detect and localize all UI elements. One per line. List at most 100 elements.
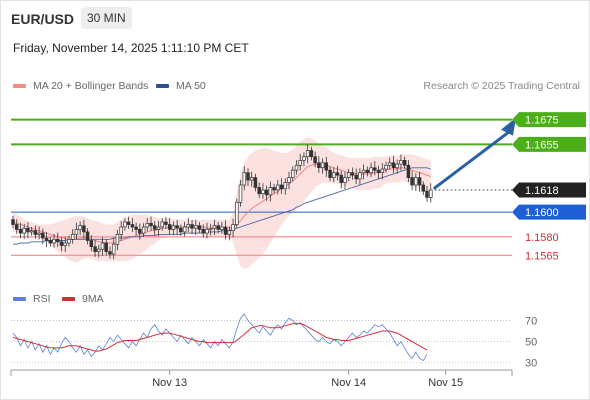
candle-body-down — [253, 177, 258, 188]
candle-body-down — [417, 177, 422, 186]
candle — [212, 219, 217, 235]
candle — [387, 157, 392, 170]
candle-body-down — [59, 241, 64, 246]
candle-body-down — [216, 225, 220, 230]
candle — [179, 224, 183, 236]
candle-body-down — [164, 221, 168, 225]
candle-body-down — [108, 251, 112, 255]
chart-header: EUR/USD 30 MIN — [0, 0, 590, 36]
candle — [343, 171, 347, 190]
candle — [78, 221, 82, 236]
time-axis-label: Nov 15 — [428, 377, 463, 389]
candle-body-down — [339, 174, 343, 183]
candle-body-up — [399, 160, 403, 165]
candle — [358, 168, 362, 185]
candle — [291, 166, 295, 182]
candle — [93, 240, 97, 257]
candle-body-down — [421, 184, 426, 192]
candle-body-up — [97, 248, 101, 253]
rsi-tick-label: 30 — [525, 358, 537, 370]
candle-body-up — [22, 227, 26, 234]
candle-body-up — [231, 224, 235, 232]
candle-body-down — [313, 156, 317, 164]
level-tag-text: 1.1565 — [525, 250, 559, 262]
candle-body-up — [387, 162, 392, 166]
candle-body-up — [298, 160, 302, 166]
candle — [152, 221, 157, 236]
candle-body-down — [179, 227, 183, 233]
candle — [85, 228, 90, 245]
price-levels — [11, 118, 512, 257]
candle-body-down — [89, 240, 94, 248]
candle-body-up — [287, 177, 291, 183]
candle — [126, 216, 131, 229]
candle — [264, 185, 269, 201]
candle-body-up — [302, 156, 306, 161]
candle-body-down — [41, 232, 45, 239]
candle — [41, 228, 45, 244]
candle-body-up — [369, 167, 373, 174]
candle-body-up — [29, 230, 34, 233]
candle-body-down — [138, 229, 142, 234]
timeframe-button[interactable]: 30 MIN — [81, 7, 132, 29]
candle — [339, 170, 343, 189]
candle — [376, 165, 381, 179]
level-tag-1.1600 — [512, 204, 586, 220]
candle — [182, 221, 187, 237]
candle-body-up — [320, 162, 325, 169]
candle — [261, 183, 265, 199]
candle-body-down — [93, 246, 97, 252]
candle-body-down — [309, 150, 314, 158]
candle-body-down — [328, 169, 332, 178]
candle-body-up — [123, 221, 127, 228]
candle-body-up — [115, 234, 120, 245]
candle — [324, 156, 329, 177]
candle — [171, 221, 176, 236]
candle — [384, 161, 388, 173]
rsi-line — [12, 313, 428, 362]
candle — [320, 158, 325, 174]
candle — [104, 239, 108, 256]
candle — [197, 222, 202, 234]
candle — [190, 220, 194, 235]
candle-body-down — [279, 184, 284, 190]
candle — [205, 222, 209, 239]
candle — [395, 159, 399, 174]
candle-body-down — [257, 187, 261, 195]
candle-body-down — [82, 225, 86, 233]
candle-body-down — [402, 160, 407, 166]
candle-body-up — [145, 222, 150, 228]
candle — [276, 179, 280, 195]
ma20-label: MA 20 + Bollinger Bands — [33, 80, 149, 92]
candle-body-down — [149, 222, 153, 227]
candle — [346, 169, 351, 182]
candle — [429, 183, 433, 203]
candle — [164, 216, 168, 229]
candle — [249, 171, 254, 187]
candle — [194, 219, 198, 235]
candle-body-down — [410, 177, 414, 186]
candle-body-down — [246, 172, 250, 181]
candle-body-up — [111, 243, 116, 255]
legend-ma20: MA 20 + Bollinger Bands — [13, 80, 148, 92]
research-credit: Research © 2025 Trading Central — [423, 80, 580, 92]
candle-body-up — [208, 227, 213, 230]
candle — [227, 226, 232, 241]
time-axis-label: Nov 14 — [331, 377, 366, 389]
candle — [417, 171, 422, 192]
rsi-panel: 70 50 30 — [11, 313, 537, 370]
rsi-tick-label: 50 — [525, 337, 537, 349]
candle — [149, 216, 153, 231]
level-tag-text: 1.1600 — [525, 207, 559, 219]
candle-body-down — [350, 172, 355, 176]
candle — [119, 221, 123, 242]
candle — [48, 236, 53, 247]
forecast-arrow — [433, 117, 516, 190]
candle — [156, 221, 161, 237]
legend-ma50: MA 50 — [156, 80, 206, 92]
candle-body-up — [414, 177, 418, 186]
candle — [369, 162, 373, 178]
candle-body-up — [37, 232, 41, 235]
candle-body-down — [272, 187, 276, 191]
